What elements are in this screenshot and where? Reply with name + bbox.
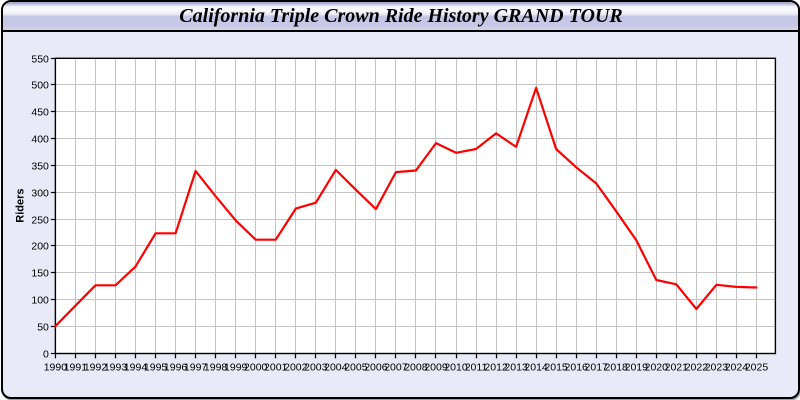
svg-text:1999: 1999 bbox=[224, 361, 248, 373]
svg-text:350: 350 bbox=[31, 160, 49, 172]
svg-text:1993: 1993 bbox=[104, 361, 128, 373]
svg-text:200: 200 bbox=[31, 240, 49, 252]
svg-text:2022: 2022 bbox=[685, 361, 709, 373]
svg-text:1994: 1994 bbox=[124, 361, 148, 373]
svg-text:0: 0 bbox=[43, 348, 49, 360]
svg-text:150: 150 bbox=[31, 267, 49, 279]
svg-text:2019: 2019 bbox=[625, 361, 649, 373]
svg-text:2008: 2008 bbox=[404, 361, 428, 373]
svg-text:2005: 2005 bbox=[344, 361, 368, 373]
svg-text:2016: 2016 bbox=[565, 361, 589, 373]
svg-text:2000: 2000 bbox=[244, 361, 268, 373]
svg-text:2024: 2024 bbox=[725, 361, 749, 373]
svg-text:400: 400 bbox=[31, 133, 49, 145]
svg-text:2017: 2017 bbox=[585, 361, 609, 373]
svg-text:2025: 2025 bbox=[745, 361, 769, 373]
svg-text:500: 500 bbox=[31, 79, 49, 91]
svg-text:1990: 1990 bbox=[44, 361, 68, 373]
svg-text:100: 100 bbox=[31, 294, 49, 306]
svg-text:2011: 2011 bbox=[465, 361, 488, 373]
svg-text:50: 50 bbox=[37, 321, 49, 333]
svg-text:2012: 2012 bbox=[484, 361, 508, 373]
svg-text:550: 550 bbox=[31, 53, 49, 65]
svg-text:1991: 1991 bbox=[64, 361, 88, 373]
svg-text:2014: 2014 bbox=[524, 361, 548, 373]
svg-text:2007: 2007 bbox=[384, 361, 408, 373]
svg-text:1996: 1996 bbox=[164, 361, 188, 373]
svg-text:2006: 2006 bbox=[364, 361, 388, 373]
svg-text:2001: 2001 bbox=[264, 361, 288, 373]
svg-text:1992: 1992 bbox=[84, 361, 108, 373]
svg-text:1997: 1997 bbox=[184, 361, 208, 373]
svg-text:2018: 2018 bbox=[605, 361, 629, 373]
svg-text:2010: 2010 bbox=[444, 361, 468, 373]
svg-text:1995: 1995 bbox=[144, 361, 168, 373]
svg-text:2013: 2013 bbox=[504, 361, 528, 373]
svg-text:2004: 2004 bbox=[324, 361, 348, 373]
svg-text:2023: 2023 bbox=[705, 361, 729, 373]
svg-text:2003: 2003 bbox=[304, 361, 328, 373]
svg-text:2021: 2021 bbox=[665, 361, 689, 373]
svg-text:2020: 2020 bbox=[645, 361, 669, 373]
svg-text:300: 300 bbox=[31, 187, 49, 199]
svg-text:2002: 2002 bbox=[284, 361, 308, 373]
svg-text:2009: 2009 bbox=[424, 361, 448, 373]
svg-text:Riders: Riders bbox=[14, 188, 26, 222]
svg-text:450: 450 bbox=[31, 106, 49, 118]
svg-text:1998: 1998 bbox=[204, 361, 228, 373]
svg-text:2015: 2015 bbox=[544, 361, 568, 373]
svg-text:250: 250 bbox=[31, 214, 49, 226]
